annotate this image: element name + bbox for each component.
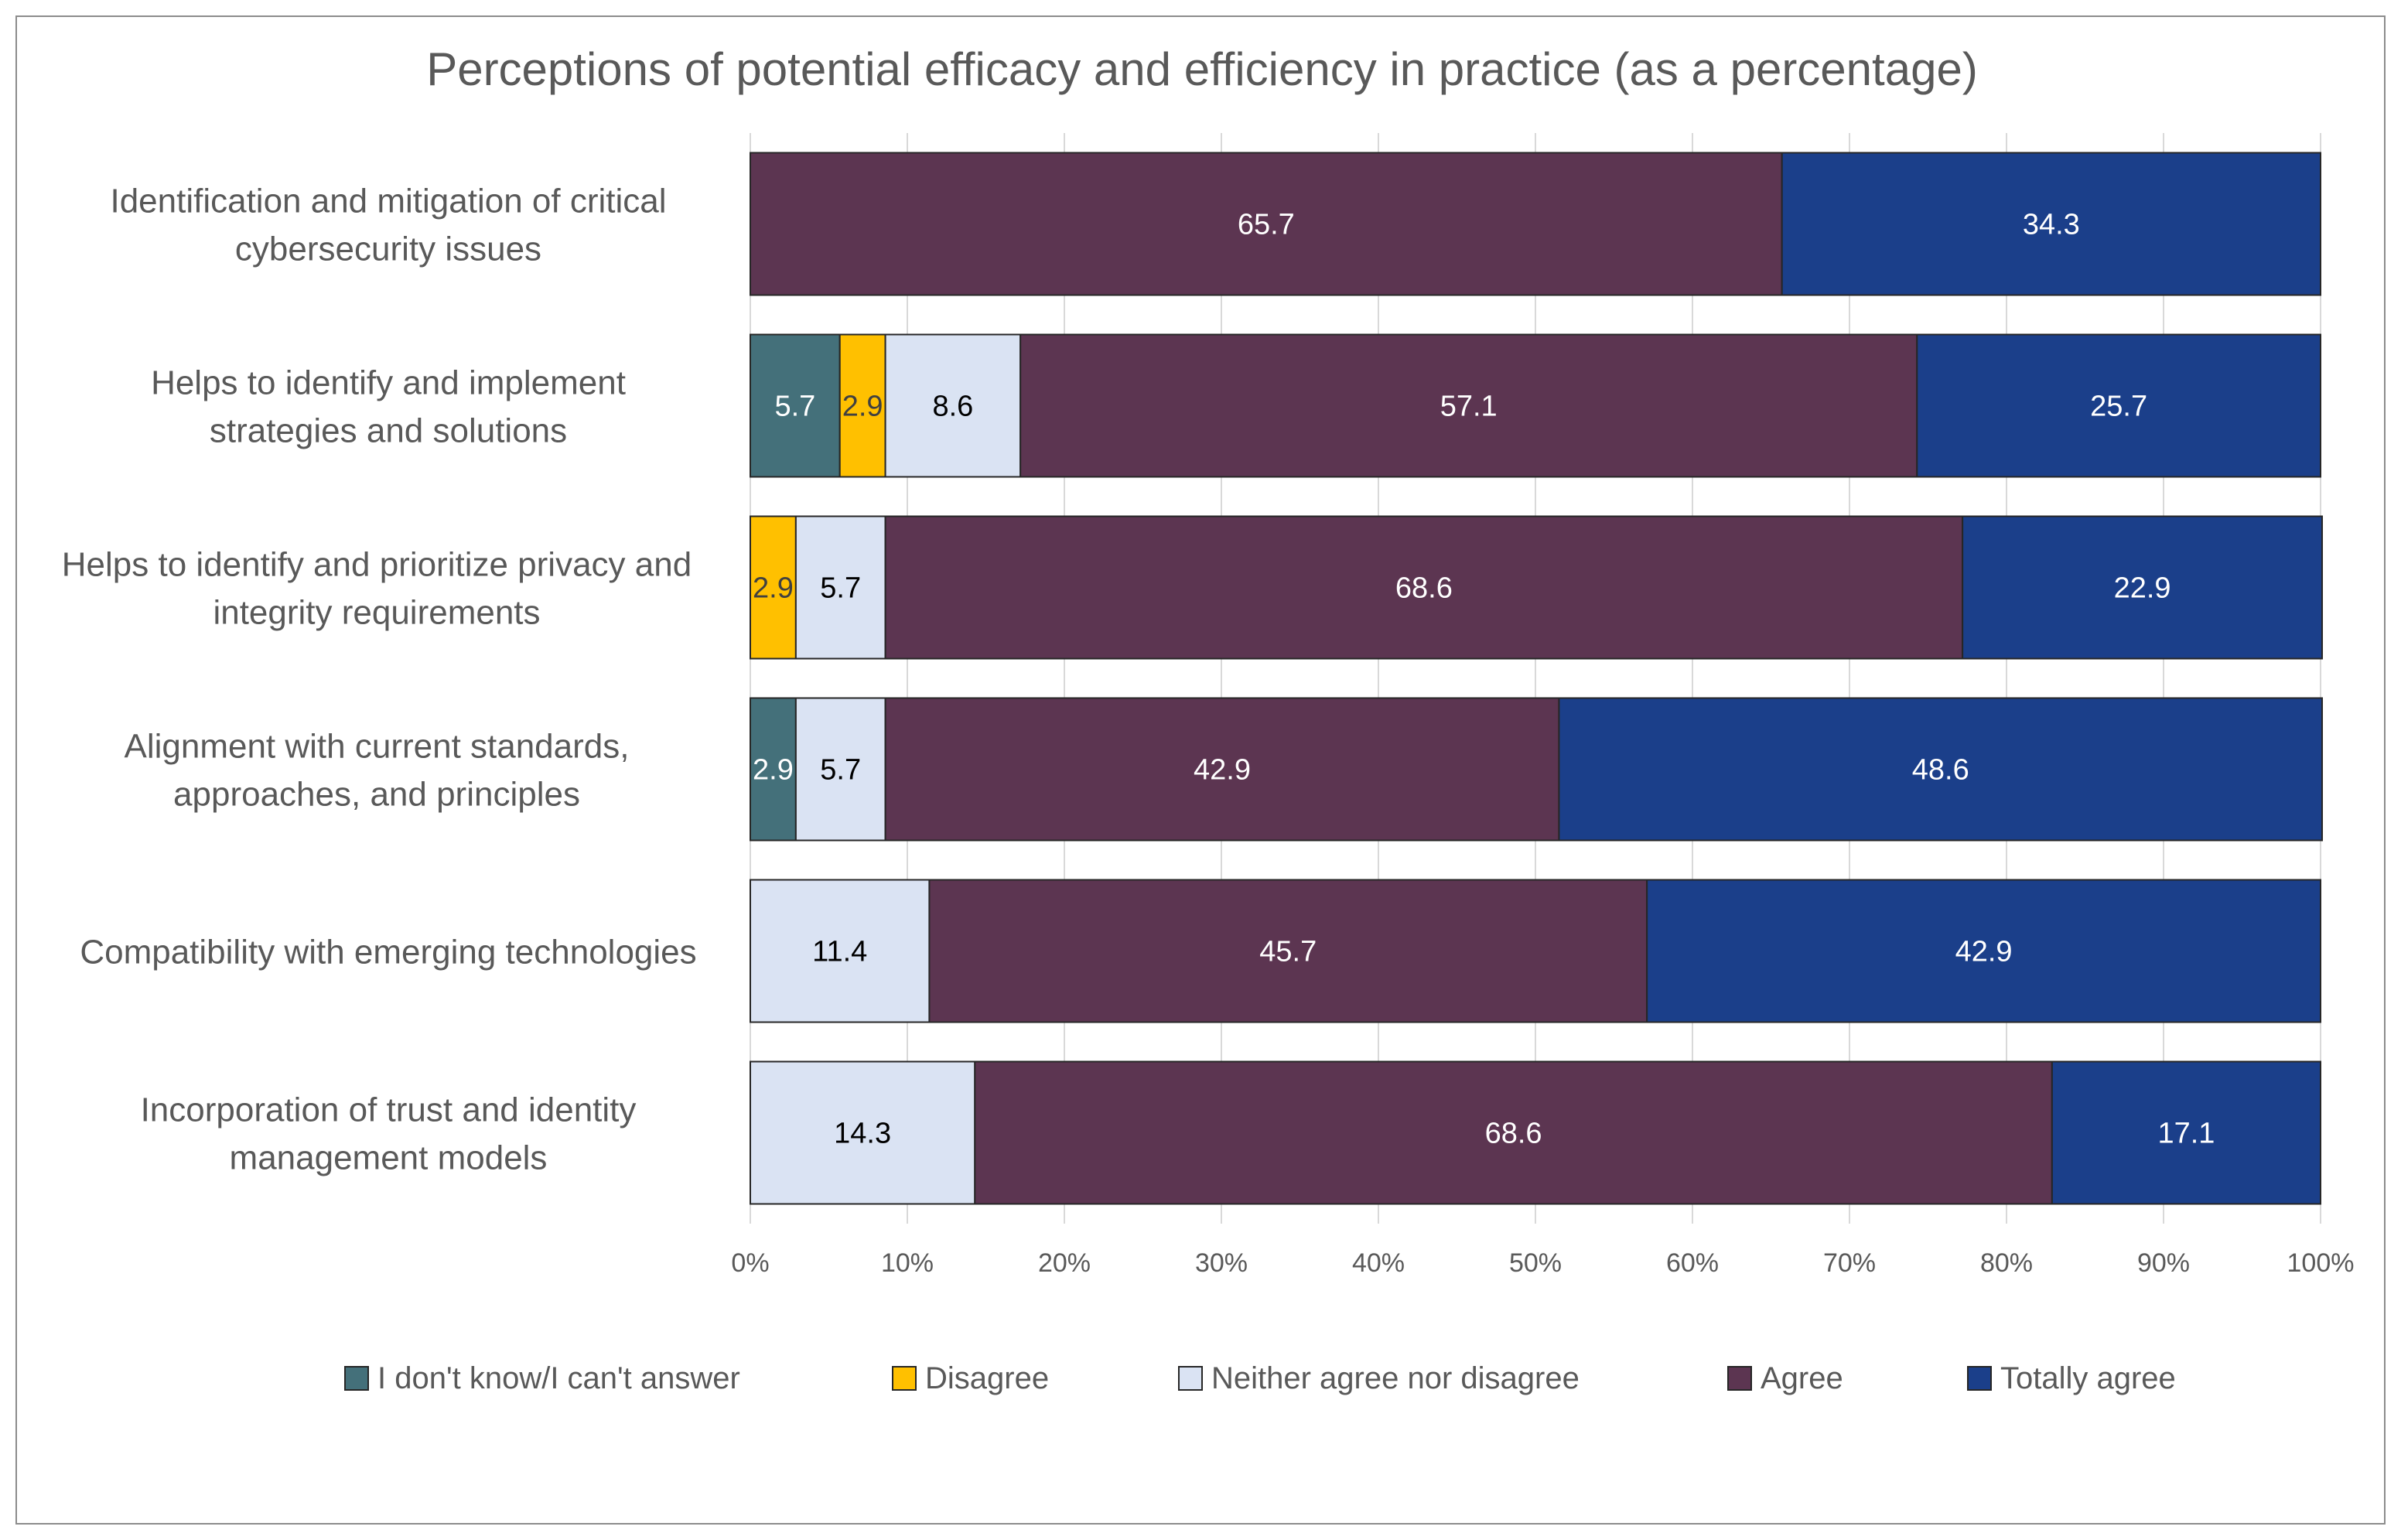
bar-segment <box>974 1060 2053 1205</box>
data-label: 5.7 <box>774 391 815 423</box>
legend-swatch <box>1178 1366 1203 1391</box>
legend-label: Totally agree <box>2000 1361 2176 1395</box>
x-tick-label: 90% <box>2137 1248 2190 1278</box>
data-label: 17.1 <box>2157 1118 2215 1150</box>
legend-label: Neither agree nor disagree <box>1211 1361 1580 1395</box>
category-label-line: Identification and mitigation of critica… <box>110 183 666 220</box>
data-label: 2.9 <box>753 572 794 605</box>
category-label-line: Incorporation of trust and identity <box>141 1091 637 1129</box>
bar-segment <box>1781 152 2321 296</box>
data-label: 42.9 <box>1194 754 1251 787</box>
data-label: 65.7 <box>1238 209 1295 241</box>
data-label: 5.7 <box>820 572 861 605</box>
category-label: Incorporation of trust and identity manag… <box>141 1091 637 1177</box>
legend-swatch <box>892 1366 917 1391</box>
category-label: Compatibility with emerging technologies <box>80 934 696 971</box>
x-tick-label: 100% <box>2287 1248 2355 1278</box>
legend-label: Disagree <box>925 1361 1049 1395</box>
legend-swatch <box>1967 1366 1992 1391</box>
x-tick-label: 80% <box>1980 1248 2033 1278</box>
category-label-line: integrity requirements <box>213 594 540 632</box>
bar-segment <box>1019 333 1918 478</box>
category-label-line: Helps to identify and prioritize privacy… <box>62 546 692 584</box>
data-label: 25.7 <box>2090 391 2147 423</box>
data-label: 14.3 <box>834 1118 891 1150</box>
category-label-line: cybersecurity issues <box>235 230 541 268</box>
category-label-line: Compatibility with emerging technologies <box>80 934 696 971</box>
category-label-line: approaches, and principles <box>173 776 580 814</box>
legend-swatch <box>344 1366 369 1391</box>
data-label: 2.9 <box>842 391 883 423</box>
bar-segment <box>794 515 886 660</box>
x-tick-label: 30% <box>1195 1248 1248 1278</box>
x-tick-label: 50% <box>1509 1248 1562 1278</box>
data-label: 57.1 <box>1440 391 1498 423</box>
bar-segment <box>1916 333 2322 478</box>
legend-swatch <box>1727 1366 1752 1391</box>
bar-segment <box>750 697 797 842</box>
bar-segment <box>928 879 1648 1023</box>
data-label: 2.9 <box>753 754 794 787</box>
bar-segment <box>884 515 1964 660</box>
bars <box>750 152 2324 1205</box>
bar-segment <box>750 1060 976 1205</box>
category-label: Helps to identify and prioritize privacy… <box>62 546 692 632</box>
category-label-line: strategies and solutions <box>210 412 567 450</box>
category-label: Identification and mitigation of critica… <box>110 183 666 268</box>
x-tick-label: 70% <box>1823 1248 1876 1278</box>
x-tick-label: 60% <box>1666 1248 1719 1278</box>
category-label-line: Alignment with current standards, <box>125 728 630 766</box>
chart-frame: Perceptions of potential efficacy and ef… <box>15 15 2386 1525</box>
category-label: Helps to identify and implement strategie… <box>151 364 626 450</box>
bar-labels: 65.7 34.3 5.7 2.9 8.6 57.1 25.7 2.9 5.7 68.6 22.9 2… <box>753 209 2215 1150</box>
category-label: Alignment with current standards, approac… <box>125 728 630 814</box>
stacked-bar-chart: Perceptions of potential efficacy and ef… <box>62 43 2355 1395</box>
gridlines <box>750 133 2321 1224</box>
data-label: 48.6 <box>1912 754 1969 787</box>
data-label: 68.6 <box>1485 1118 1542 1150</box>
data-label: 68.6 <box>1395 572 1453 605</box>
data-label: 22.9 <box>2114 572 2171 605</box>
bar-segment <box>1646 879 2321 1023</box>
category-label-line: Helps to identify and implement <box>151 364 626 402</box>
legend: I don't know/I can't answer Disagree Neith… <box>344 1361 2176 1395</box>
bar-segment <box>884 333 1022 478</box>
data-label: 45.7 <box>1259 936 1317 968</box>
bar-segment <box>884 697 1560 842</box>
bar-segment <box>1962 515 2324 660</box>
legend-label: Agree <box>1761 1361 1843 1395</box>
category-label-line: management models <box>230 1139 548 1177</box>
data-label: 34.3 <box>2023 209 2080 241</box>
category-labels: Identification and mitigation of critica… <box>62 183 697 1177</box>
legend-label: I don't know/I can't answer <box>377 1361 740 1395</box>
x-tick-label: 0% <box>731 1248 769 1278</box>
bar-segment <box>838 333 886 478</box>
bar-segment <box>750 879 931 1023</box>
bar-segment <box>750 152 1783 296</box>
bar-segment <box>794 697 886 842</box>
x-tick-label: 20% <box>1038 1248 1091 1278</box>
bar-segment <box>2051 1060 2322 1205</box>
x-tick-label: 10% <box>881 1248 934 1278</box>
bar-segment <box>1558 697 2324 842</box>
x-tick-label: 40% <box>1352 1248 1405 1278</box>
x-axis-tick-labels: 0% 10% 20% 30% 40% 50% 60% 70% 80% 90% 100% <box>731 1248 2354 1278</box>
data-label: 5.7 <box>820 754 861 787</box>
data-label: 11.4 <box>812 936 867 968</box>
data-label: 8.6 <box>932 391 973 423</box>
data-label: 42.9 <box>1955 936 2013 968</box>
chart-title: Perceptions of potential efficacy and ef… <box>426 43 1978 95</box>
